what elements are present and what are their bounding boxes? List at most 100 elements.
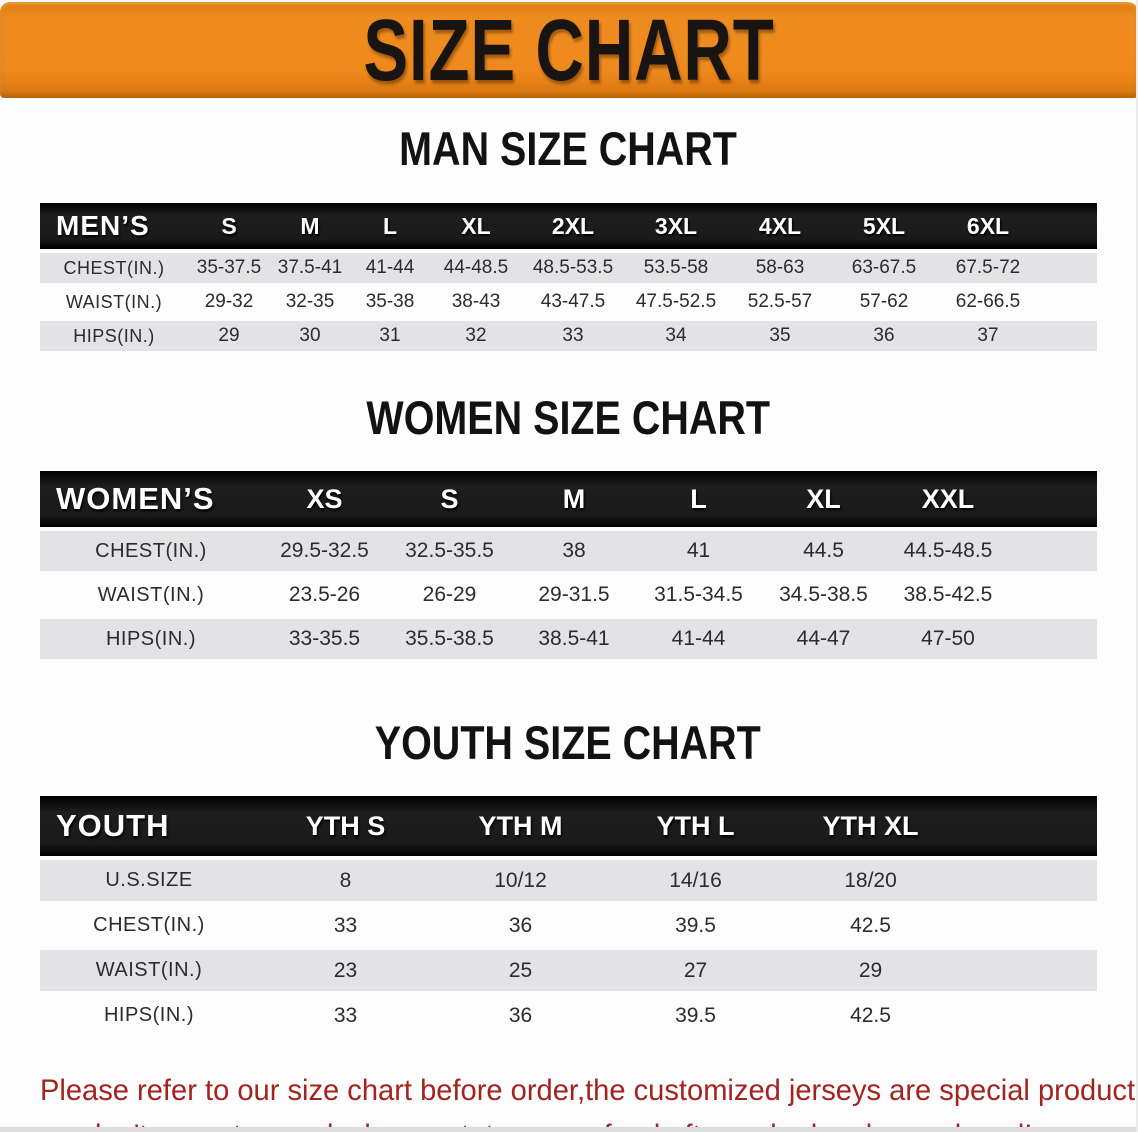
size-value: 33-35.5 (262, 619, 387, 659)
table-group-label: YOUTH (40, 796, 258, 856)
womens-size-table: WOMEN’S XS S M L XL XXL CHEST(IN.) 29.5-32.5 32.5… (40, 467, 1097, 663)
size-value: 52.5-57 (728, 287, 832, 317)
size-column-header: XL (430, 203, 522, 249)
table-row: HIPS(IN.) 29 30 31 32 33 34 35 36 37 (40, 321, 1097, 351)
size-column-header: YTH S (258, 796, 433, 856)
size-column-header: XL (761, 471, 886, 527)
size-value: 34 (624, 321, 728, 351)
size-value: 35 (728, 321, 832, 351)
size-column-header: YTH M (433, 796, 608, 856)
table-row: HIPS(IN.) 33 36 39.5 42.5 (40, 995, 1097, 1036)
size-value: 48.5-53.5 (522, 253, 624, 283)
measure-label: HIPS(IN.) (40, 995, 258, 1036)
size-value: 36 (832, 321, 936, 351)
size-value: 35.5-38.5 (387, 619, 512, 659)
size-column-header: S (387, 471, 512, 527)
size-value: 37.5-41 (270, 253, 350, 283)
size-value: 41-44 (350, 253, 430, 283)
table-header-row: YOUTH YTH S YTH M YTH L YTH XL (40, 796, 1097, 856)
size-column-header: YTH L (608, 796, 783, 856)
mens-size-table: MEN’S S M L XL 2XL 3XL 4XL 5XL 6XL CHEST(IN.) 35-37… (40, 199, 1097, 355)
size-value: 32-35 (270, 287, 350, 317)
table-row: CHEST(IN.) 35-37.5 37.5-41 41-44 44-48.5 48.5… (40, 253, 1097, 283)
size-column-header: 6XL (936, 203, 1040, 249)
size-value: 35-37.5 (188, 253, 270, 283)
youth-section-title: YOUTH SIZE CHART (0, 719, 1136, 766)
header-spacer (958, 796, 1097, 856)
size-value: 31 (350, 321, 430, 351)
size-value: 31.5-34.5 (636, 575, 761, 615)
table-group-label: MEN’S (40, 203, 188, 249)
row-spacer (958, 905, 1097, 946)
size-value: 29-31.5 (512, 575, 636, 615)
measure-label: HIPS(IN.) (40, 619, 262, 659)
size-value: 47.5-52.5 (624, 287, 728, 317)
size-value: 25 (433, 950, 608, 991)
size-value: 42.5 (783, 905, 958, 946)
size-column-header: M (512, 471, 636, 527)
size-value: 38.5-42.5 (886, 575, 1010, 615)
size-value: 41 (636, 531, 761, 571)
measure-label: CHEST(IN.) (40, 905, 258, 946)
size-value: 44-47 (761, 619, 886, 659)
size-value: 58-63 (728, 253, 832, 283)
size-value: 37 (936, 321, 1040, 351)
size-value: 29 (783, 950, 958, 991)
measure-label: WAIST(IN.) (40, 950, 258, 991)
table-row: HIPS(IN.) 33-35.5 35.5-38.5 38.5-41 41-44 44-… (40, 619, 1097, 659)
size-value: 63-67.5 (832, 253, 936, 283)
size-value: 32 (430, 321, 522, 351)
size-column-header: M (270, 203, 350, 249)
size-value: 30 (270, 321, 350, 351)
size-value: 32.5-35.5 (387, 531, 512, 571)
row-spacer (958, 950, 1097, 991)
row-spacer (958, 860, 1097, 901)
size-value: 62-66.5 (936, 287, 1040, 317)
size-value: 27 (608, 950, 783, 991)
table-row: CHEST(IN.) 29.5-32.5 32.5-35.5 38 41 44.5 44.5… (40, 531, 1097, 571)
youth-section-title-text: YOUTH SIZE CHART (374, 716, 762, 769)
size-column-header: L (636, 471, 761, 527)
size-value: 14/16 (608, 860, 783, 901)
header-spacer (1040, 203, 1097, 249)
row-spacer (1040, 287, 1097, 317)
bottom-edge-line (0, 1127, 1136, 1132)
table-group-label: WOMEN’S (40, 471, 262, 527)
table-row: U.S.SIZE 8 10/12 14/16 18/20 (40, 860, 1097, 901)
measure-label: CHEST(IN.) (40, 253, 188, 283)
table-header-row: MEN’S S M L XL 2XL 3XL 4XL 5XL 6XL (40, 203, 1097, 249)
size-value: 26-29 (387, 575, 512, 615)
size-value: 23.5-26 (262, 575, 387, 615)
size-value: 29 (188, 321, 270, 351)
row-spacer (1040, 321, 1097, 351)
size-value: 67.5-72 (936, 253, 1040, 283)
size-column-header: XXL (886, 471, 1010, 527)
size-value: 36 (433, 995, 608, 1036)
size-value: 38-43 (430, 287, 522, 317)
size-column-header: YTH XL (783, 796, 958, 856)
size-value: 41-44 (636, 619, 761, 659)
size-column-header: 4XL (728, 203, 832, 249)
row-spacer (958, 995, 1097, 1036)
measure-label: HIPS(IN.) (40, 321, 188, 351)
size-value: 39.5 (608, 995, 783, 1036)
row-spacer (1010, 575, 1097, 615)
man-section-title: MAN SIZE CHART (0, 125, 1136, 172)
size-value: 38.5-41 (512, 619, 636, 659)
size-column-header: L (350, 203, 430, 249)
size-value: 29-32 (188, 287, 270, 317)
women-section-title: WOMEN SIZE CHART (0, 394, 1136, 441)
size-value: 23 (258, 950, 433, 991)
size-column-header: 3XL (624, 203, 728, 249)
page-title: SIZE CHART (363, 1, 775, 99)
size-value: 43-47.5 (522, 287, 624, 317)
size-value: 39.5 (608, 905, 783, 946)
size-value: 57-62 (832, 287, 936, 317)
size-value: 42.5 (783, 995, 958, 1036)
orange-banner: SIZE CHART (0, 1, 1136, 99)
size-value: 34.5-38.5 (761, 575, 886, 615)
table-header-row: WOMEN’S XS S M L XL XXL (40, 471, 1097, 527)
row-spacer (1010, 531, 1097, 571)
row-spacer (1040, 253, 1097, 283)
